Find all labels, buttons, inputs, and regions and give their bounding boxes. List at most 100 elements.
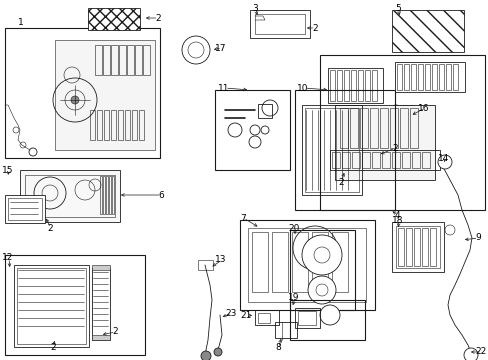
Text: 19: 19 — [287, 293, 299, 302]
Bar — [294, 90, 394, 210]
Bar — [95, 45, 102, 75]
Text: 2: 2 — [337, 177, 343, 186]
Bar — [5, 195, 45, 223]
Bar — [135, 45, 142, 75]
Bar — [14, 265, 89, 347]
Bar — [294, 308, 319, 328]
Bar — [139, 110, 143, 140]
Bar — [247, 228, 365, 302]
Bar — [103, 176, 105, 214]
Circle shape — [310, 244, 318, 252]
Bar — [302, 105, 361, 195]
Text: 2: 2 — [50, 342, 56, 351]
Bar — [391, 10, 463, 52]
Bar — [399, 105, 413, 123]
Text: 16: 16 — [417, 104, 428, 112]
Bar — [5, 255, 145, 355]
Bar — [417, 64, 422, 90]
Bar — [258, 104, 271, 118]
Bar — [327, 68, 382, 103]
Bar — [331, 152, 339, 168]
Text: 10: 10 — [296, 84, 308, 93]
Circle shape — [248, 136, 261, 148]
Bar — [409, 108, 417, 148]
Bar — [311, 232, 327, 292]
Bar — [339, 108, 347, 148]
Text: 21: 21 — [240, 310, 251, 320]
Bar — [396, 64, 401, 90]
Bar — [254, 310, 279, 325]
Bar — [251, 232, 267, 292]
Bar — [329, 70, 334, 101]
Bar — [20, 170, 120, 222]
Text: 6: 6 — [158, 190, 163, 199]
Bar — [97, 110, 102, 140]
Text: 13: 13 — [215, 256, 226, 265]
Bar — [103, 45, 110, 75]
Bar — [198, 260, 213, 270]
Text: 2: 2 — [391, 144, 397, 153]
Bar — [118, 110, 123, 140]
Circle shape — [437, 155, 451, 169]
Bar — [364, 70, 369, 101]
Bar — [381, 152, 389, 168]
Bar — [111, 45, 118, 75]
Bar — [411, 152, 419, 168]
Bar — [397, 228, 403, 266]
Text: 2: 2 — [47, 224, 53, 233]
Text: 20: 20 — [287, 224, 299, 233]
Circle shape — [214, 348, 222, 356]
Bar — [274, 322, 296, 338]
Text: 18: 18 — [391, 216, 403, 225]
Bar — [88, 8, 140, 30]
Bar — [405, 228, 411, 266]
Bar — [391, 222, 443, 272]
Bar — [410, 64, 415, 90]
Bar — [421, 152, 429, 168]
Bar — [359, 108, 367, 148]
Text: 14: 14 — [437, 153, 448, 162]
Circle shape — [307, 276, 335, 304]
Bar — [389, 108, 397, 148]
Bar — [429, 228, 435, 266]
Bar — [55, 40, 155, 150]
Bar — [331, 232, 347, 292]
Bar — [125, 110, 130, 140]
Bar — [391, 152, 399, 168]
Bar — [271, 232, 287, 292]
Bar — [291, 232, 307, 292]
Bar — [104, 110, 109, 140]
Bar — [401, 152, 409, 168]
Circle shape — [302, 235, 341, 275]
Bar — [215, 90, 289, 170]
Bar — [394, 62, 464, 92]
Bar — [249, 10, 309, 38]
Text: 1: 1 — [18, 18, 24, 27]
Bar — [424, 64, 429, 90]
Text: 12: 12 — [2, 253, 13, 262]
Bar — [438, 64, 443, 90]
Text: 4: 4 — [394, 211, 400, 220]
Bar — [100, 176, 102, 214]
Bar — [351, 152, 359, 168]
Bar — [289, 300, 364, 340]
Bar — [336, 70, 341, 101]
Bar — [371, 152, 379, 168]
Text: 11: 11 — [218, 84, 229, 93]
Bar — [341, 152, 349, 168]
Bar — [17, 268, 86, 344]
Circle shape — [201, 351, 210, 360]
Bar — [112, 176, 114, 214]
Bar — [403, 64, 408, 90]
Bar — [357, 70, 362, 101]
Text: 8: 8 — [274, 343, 280, 352]
Bar — [334, 105, 434, 180]
Text: 17: 17 — [215, 44, 226, 53]
Bar — [25, 175, 115, 217]
Bar — [350, 70, 355, 101]
Text: 2: 2 — [311, 23, 317, 32]
Text: 7: 7 — [240, 213, 245, 222]
Bar — [109, 176, 111, 214]
Bar — [329, 150, 439, 170]
Text: 15: 15 — [2, 166, 14, 175]
